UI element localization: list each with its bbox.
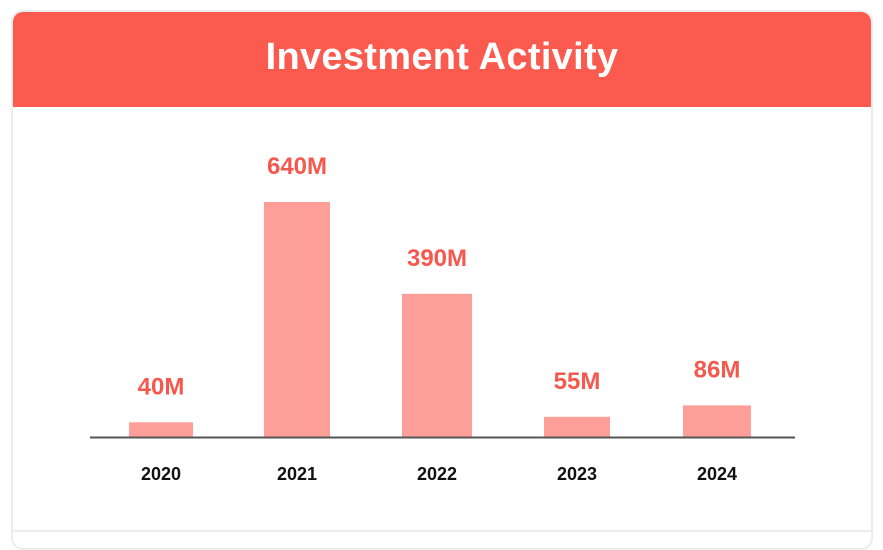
bar-2024 [683,405,751,437]
bar-chart: 40M 2020 640M 2021 390M 2022 55M 2023 86M 2024 [90,153,795,484]
bars-layer [129,202,751,437]
category-label-2023: 2023 [557,464,597,484]
value-label-2020: 40M [138,373,185,400]
value-label-2024: 86M [694,356,741,383]
value-label-2022: 390M [407,245,467,272]
bar-2022 [402,293,472,437]
category-label-2024: 2024 [697,464,737,484]
chart-card: Investment Activity [11,10,873,550]
bar-2020 [129,422,193,437]
bottom-divider [13,530,871,532]
chart-title: Investment Activity [265,36,619,78]
value-label-2023: 55M [554,368,601,395]
value-label-2021: 640M [267,153,327,180]
bar-2023 [544,416,610,437]
category-label-2021: 2021 [277,464,317,484]
bar-2021 [264,202,330,437]
labels-layer: 40M 2020 640M 2021 390M 2022 55M 2023 86M 2024 [138,153,741,484]
category-label-2022: 2022 [417,464,457,484]
card-header: Investment Activity [13,12,871,107]
category-label-2020: 2020 [141,464,181,484]
